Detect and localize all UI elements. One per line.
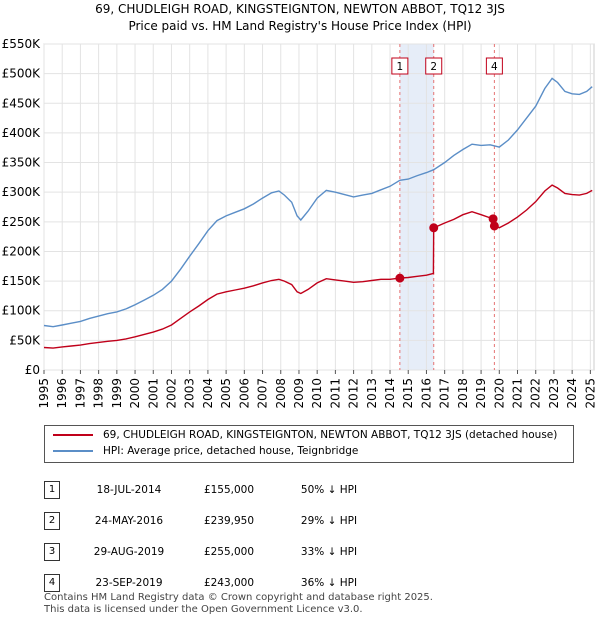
x-tick-label: 2002 xyxy=(164,378,178,409)
x-tick-label: 2004 xyxy=(201,378,215,409)
sale-price: £243,000 xyxy=(203,576,255,589)
table-row: 4 23-SEP-2019 £243,000 36% ↓ HPI xyxy=(44,567,384,598)
y-tick-label: £550K xyxy=(2,37,42,51)
table-row: 2 24-MAY-2016 £239,950 29% ↓ HPI xyxy=(44,505,384,536)
x-tick-label: 2022 xyxy=(529,378,543,409)
sale-date: 29-AUG-2019 xyxy=(93,545,165,558)
sale-price: £239,950 xyxy=(203,514,255,527)
sale-number-badge: 2 xyxy=(44,511,60,530)
legend-swatch-property xyxy=(53,434,93,436)
x-tick-label: 2018 xyxy=(456,378,470,409)
chart-subtitle: Price paid vs. HM Land Registry's House … xyxy=(128,19,472,33)
legend-item-hpi: HPI: Average price, detached house, Teig… xyxy=(53,445,358,461)
plot-area xyxy=(43,43,595,371)
x-tick-label: 2011 xyxy=(328,378,342,409)
x-tick-label: 2010 xyxy=(310,378,324,409)
marker-box xyxy=(485,57,503,75)
marker-box xyxy=(391,57,409,75)
footer-copyright: Contains HM Land Registry data © Crown c… xyxy=(44,592,433,603)
x-tick-label: 2006 xyxy=(237,378,251,409)
x-tick-label: 1996 xyxy=(55,378,69,409)
marker-box xyxy=(425,57,443,75)
marker-box-label: 1 xyxy=(397,61,404,73)
table-row: 1 18-JUL-2014 £155,000 50% ↓ HPI xyxy=(44,474,384,505)
x-tick-label: 2014 xyxy=(383,378,397,409)
x-tick-label: 2009 xyxy=(292,378,306,409)
chart-title: 69, CHUDLEIGH ROAD, KINGSTEIGNTON, NEWTO… xyxy=(95,2,505,16)
y-tick-label: £400K xyxy=(2,126,42,140)
x-tick-label: 2015 xyxy=(401,378,415,409)
x-tick-label: 2013 xyxy=(365,378,379,409)
sale-hpi-diff: 29% ↓ HPI xyxy=(300,514,358,527)
x-tick-label: 2012 xyxy=(347,378,361,409)
footer-licence: This data is licensed under the Open Gov… xyxy=(44,604,363,615)
x-tick-label: 2003 xyxy=(183,378,197,409)
price-chart: £0 £50K £100K £150K £200K £250K £300K £350K £400… xyxy=(2,37,598,409)
sale-number-badge: 3 xyxy=(44,542,60,561)
legend-item-property: 69, CHUDLEIGH ROAD, KINGSTEIGNTON, NEWTO… xyxy=(53,429,557,445)
sales-table: 1 18-JUL-2014 £155,000 50% ↓ HPI 2 24-MA… xyxy=(44,474,384,598)
x-tick-label: 2000 xyxy=(128,378,142,409)
x-tick-label: 2020 xyxy=(492,378,506,409)
x-tick-label: 2019 xyxy=(474,378,488,409)
sale-number-badge: 4 xyxy=(44,573,60,592)
x-tick-label: 1998 xyxy=(92,378,106,409)
y-tick-label: £350K xyxy=(2,156,42,170)
x-tick-label: 1995 xyxy=(37,378,51,409)
sale-price: £255,000 xyxy=(203,545,255,558)
table-row: 3 29-AUG-2019 £255,000 33% ↓ HPI xyxy=(44,536,384,567)
sale-price: £155,000 xyxy=(203,483,255,496)
x-tick-label: 2008 xyxy=(274,378,288,409)
x-tick-label: 2016 xyxy=(419,378,433,409)
x-tick-label: 2021 xyxy=(511,378,525,409)
sale-date: 18-JUL-2014 xyxy=(96,483,162,496)
y-tick-label: £150K xyxy=(2,274,42,288)
y-tick-label: £100K xyxy=(2,304,42,318)
marker-box-label: 2 xyxy=(430,61,437,73)
x-tick-label: 2007 xyxy=(256,378,270,409)
y-tick-label: £500K xyxy=(2,67,42,81)
shaded-period xyxy=(399,44,434,370)
y-tick-label: £300K xyxy=(2,185,42,199)
x-tick-label: 2001 xyxy=(146,378,160,409)
sale-date: 24-MAY-2016 xyxy=(94,514,164,527)
y-tick-label: £50K xyxy=(9,333,41,347)
x-tick-label: 2005 xyxy=(219,378,233,409)
x-tick-label: 2025 xyxy=(583,378,597,409)
y-tick-label: £200K xyxy=(2,244,42,258)
hpi-series-line xyxy=(43,77,593,328)
x-tick-label: 2017 xyxy=(438,378,452,409)
sale-point xyxy=(429,223,439,233)
sale-date: 23-SEP-2019 xyxy=(95,576,163,589)
footer: Contains HM Land Registry data © Crown c… xyxy=(44,592,433,616)
y-tick-label: £0 xyxy=(25,363,40,377)
x-tick-label: 1997 xyxy=(73,378,87,409)
legend: 69, CHUDLEIGH ROAD, KINGSTEIGNTON, NEWTO… xyxy=(44,425,574,463)
y-tick-label: £450K xyxy=(2,96,42,110)
x-tick-label: 2023 xyxy=(547,378,561,409)
property-series-line xyxy=(43,184,593,349)
sale-hpi-diff: 33% ↓ HPI xyxy=(300,545,358,558)
x-tick-label: 1999 xyxy=(110,378,124,409)
sale-point xyxy=(395,273,405,283)
x-tick-label: 2024 xyxy=(565,378,579,409)
marker-box-label: 4 xyxy=(491,61,498,73)
sale-hpi-diff: 36% ↓ HPI xyxy=(300,576,358,589)
sale-hpi-diff: 50% ↓ HPI xyxy=(300,483,358,496)
legend-label-hpi: HPI: Average price, detached house, Teig… xyxy=(103,445,359,457)
sale-point xyxy=(489,221,499,231)
legend-label-property: 69, CHUDLEIGH ROAD, KINGSTEIGNTON, NEWTO… xyxy=(103,429,558,441)
legend-swatch-hpi xyxy=(53,450,93,452)
sale-number-badge: 1 xyxy=(44,480,60,499)
y-tick-label: £250K xyxy=(2,215,42,229)
